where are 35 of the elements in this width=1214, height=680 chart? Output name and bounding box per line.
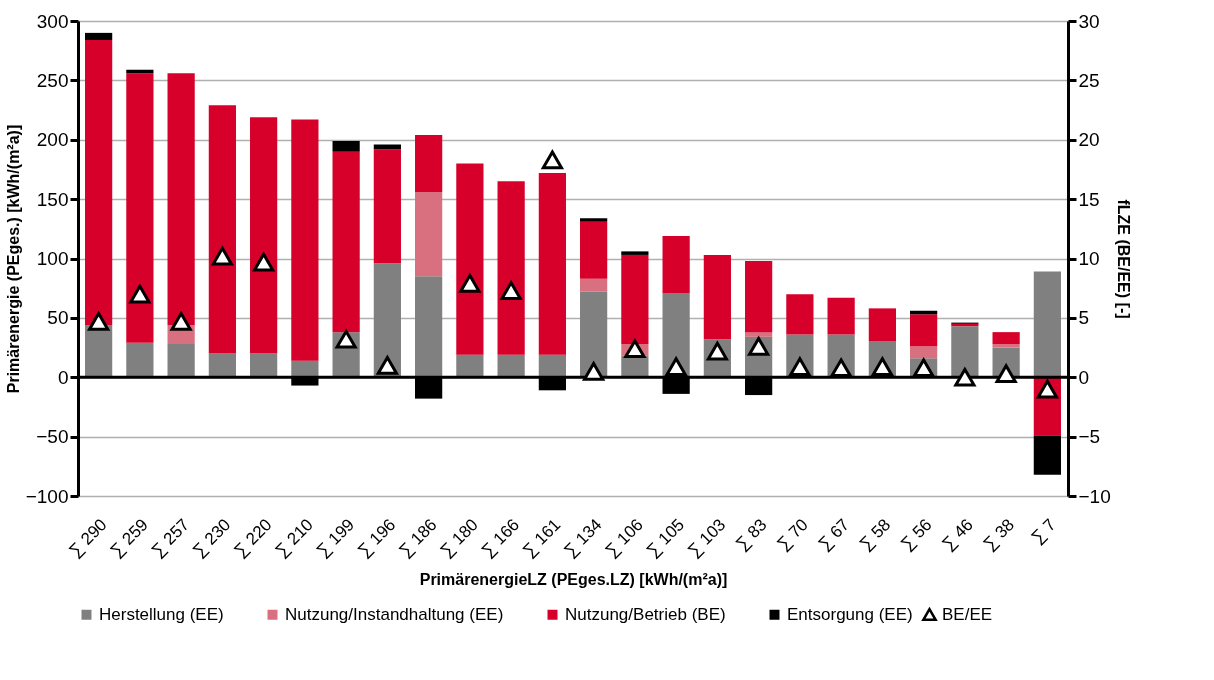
y-tick-label: 150 [36,188,69,210]
y2-tick-label: −5 [1078,426,1101,448]
y2-tick-label: 30 [1078,10,1100,32]
y-tick-label: 250 [36,69,69,91]
legend-label: Entsorgung (EE) [787,604,913,624]
y2-tick-label: 0 [1078,366,1090,388]
y2-tick-label: 20 [1078,129,1100,151]
y-tick-label: 0 [57,366,69,388]
y2-tick-label: 15 [1078,188,1100,210]
x-tick-label: ∑ 56 [896,515,936,554]
x-axis-title: PrimärenergieLZ (PEges.LZ) [kWh/(m²a)] [419,570,728,588]
legend-label: Herstellung (EE) [99,604,224,624]
y-tick-label: 50 [47,307,69,329]
y-tick-label: 100 [36,248,69,269]
x-tick-label: ∑ 103 [683,515,730,561]
x-tick-label: ∑ 38 [979,515,1019,554]
x-tick-label: ∑ 70 [773,515,812,554]
y-tick-label: −100 [25,485,69,507]
x-tick-label: ∑ 83 [731,515,771,554]
x-tick-label: ∑ 67 [814,515,854,554]
y2-tick-label: 25 [1078,69,1100,91]
y-axis-title: Primärenergie (PEges.) [kWh/(m²a)] [4,124,22,394]
legend-label: BE/EE [942,604,993,624]
legend-label: Nutzung/Instandhaltung (EE) [285,604,504,624]
y2-tick-label: 10 [1078,248,1100,269]
y-tick-label: 300 [36,10,69,32]
y2-tick-label: 5 [1078,307,1090,329]
y2-axis-title: fLZE (BE/EE) [-] [1114,199,1132,319]
x-tick-label: ∑ 46 [938,515,977,554]
y2-tick-label: −10 [1078,485,1111,507]
legend-label: Nutzung/Betrieb (BE) [565,604,726,624]
x-tick-label: ∑ 58 [855,515,895,554]
y-tick-label: 200 [36,129,69,151]
x-tick-label: ∑ 7 [1027,515,1060,548]
y-tick-label: −50 [36,426,69,448]
